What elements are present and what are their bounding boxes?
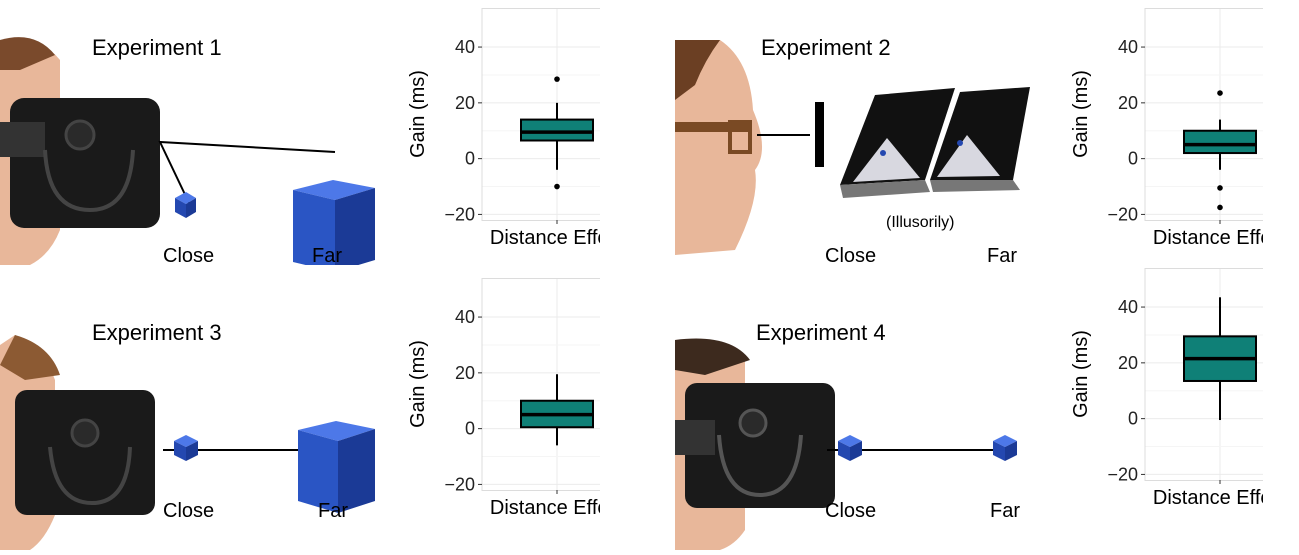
hair	[0, 37, 55, 70]
vr-headset-icon	[685, 383, 835, 508]
y-axis-label: Gain (ms)	[407, 340, 429, 428]
experiment-4-illustration	[675, 338, 1017, 550]
face-profile	[675, 40, 763, 255]
panel-title: Experiment 4	[756, 320, 886, 345]
illusorily-note: (Illusorily)	[886, 214, 955, 231]
y-tick-label: 20	[455, 363, 475, 383]
x-tick-label: Distance Effect	[1153, 227, 1263, 248]
y-tick-label: −20	[444, 204, 475, 224]
box	[1183, 129, 1257, 155]
y-tick-label: 20	[1118, 353, 1138, 373]
close-label: Close	[825, 500, 877, 522]
y-tick-label: 20	[1118, 93, 1138, 113]
y-tick-label: 20	[455, 93, 475, 113]
outlier-point	[554, 76, 560, 82]
outlier-point	[1217, 204, 1223, 211]
boxplot-chart-2: −20 0 20 40 Distance Effect Gain (ms)	[1070, 8, 1263, 248]
panel-title: Experiment 2	[761, 35, 891, 60]
close-cube-icon	[175, 192, 196, 218]
y-tick-label: −20	[1107, 204, 1138, 224]
far-label: Far	[318, 500, 348, 522]
y-tick-label: 40	[1118, 37, 1138, 57]
far-label: Far	[987, 245, 1017, 267]
plot-border	[481, 8, 600, 221]
hair	[675, 338, 750, 375]
outlier-point	[1217, 185, 1223, 191]
box	[520, 118, 594, 142]
experiment-1-illustration	[0, 37, 375, 265]
y-tick-label: 40	[455, 307, 475, 327]
screen-bar	[815, 102, 824, 167]
far-label: Far	[312, 245, 342, 267]
plot-border	[1144, 8, 1263, 221]
vr-headset-icon	[15, 390, 155, 515]
close-label: Close	[163, 245, 215, 267]
close-cube-icon	[838, 435, 862, 461]
far-cube-icon	[293, 180, 375, 265]
experiment-3-illustration	[0, 335, 375, 550]
sight-lines	[158, 140, 336, 206]
far-cube-icon	[298, 421, 375, 513]
close-label: Close	[825, 245, 877, 267]
glasses-icon	[675, 120, 752, 154]
plot-border	[481, 278, 600, 491]
boxplot-chart-1: −20 0 20 40 Distance Effect Gain (ms)	[407, 8, 600, 248]
y-axis-label: Gain (ms)	[1070, 70, 1092, 158]
experiment-2-illustration	[675, 40, 1030, 255]
y-tick-label: 0	[465, 419, 475, 439]
x-tick-label: Distance Effect	[490, 227, 600, 248]
far-label: Far	[990, 500, 1020, 522]
y-tick-label: 40	[455, 37, 475, 57]
y-tick-label: −20	[444, 474, 475, 494]
boxplot-chart-4: −20 0 20 40 Distance Effect Gain (ms)	[1070, 268, 1263, 508]
y-tick-label: 0	[1128, 149, 1138, 169]
far-cube-icon	[993, 435, 1017, 461]
close-label: Close	[163, 500, 215, 522]
x-tick-label: Distance Effect	[490, 497, 600, 518]
panel-title: Experiment 1	[92, 35, 222, 60]
stereoscopic-pair-icon	[840, 87, 1030, 198]
close-cube-icon	[174, 435, 198, 461]
y-tick-label: −20	[1107, 464, 1138, 484]
panel-title: Experiment 3	[92, 320, 222, 345]
outlier-point	[554, 183, 560, 190]
y-axis-label: Gain (ms)	[407, 70, 429, 158]
outlier-point	[1217, 90, 1223, 96]
hair	[675, 40, 720, 100]
x-tick-label: Distance Effect	[1153, 487, 1263, 508]
y-tick-label: 0	[465, 149, 475, 169]
boxplot-chart-3: −20 0 20 40 Distance Effect Gain (ms)	[407, 278, 600, 518]
y-tick-label: 0	[1128, 409, 1138, 429]
y-axis-label: Gain (ms)	[1070, 330, 1092, 418]
hair	[0, 335, 60, 380]
y-tick-label: 40	[1118, 297, 1138, 317]
